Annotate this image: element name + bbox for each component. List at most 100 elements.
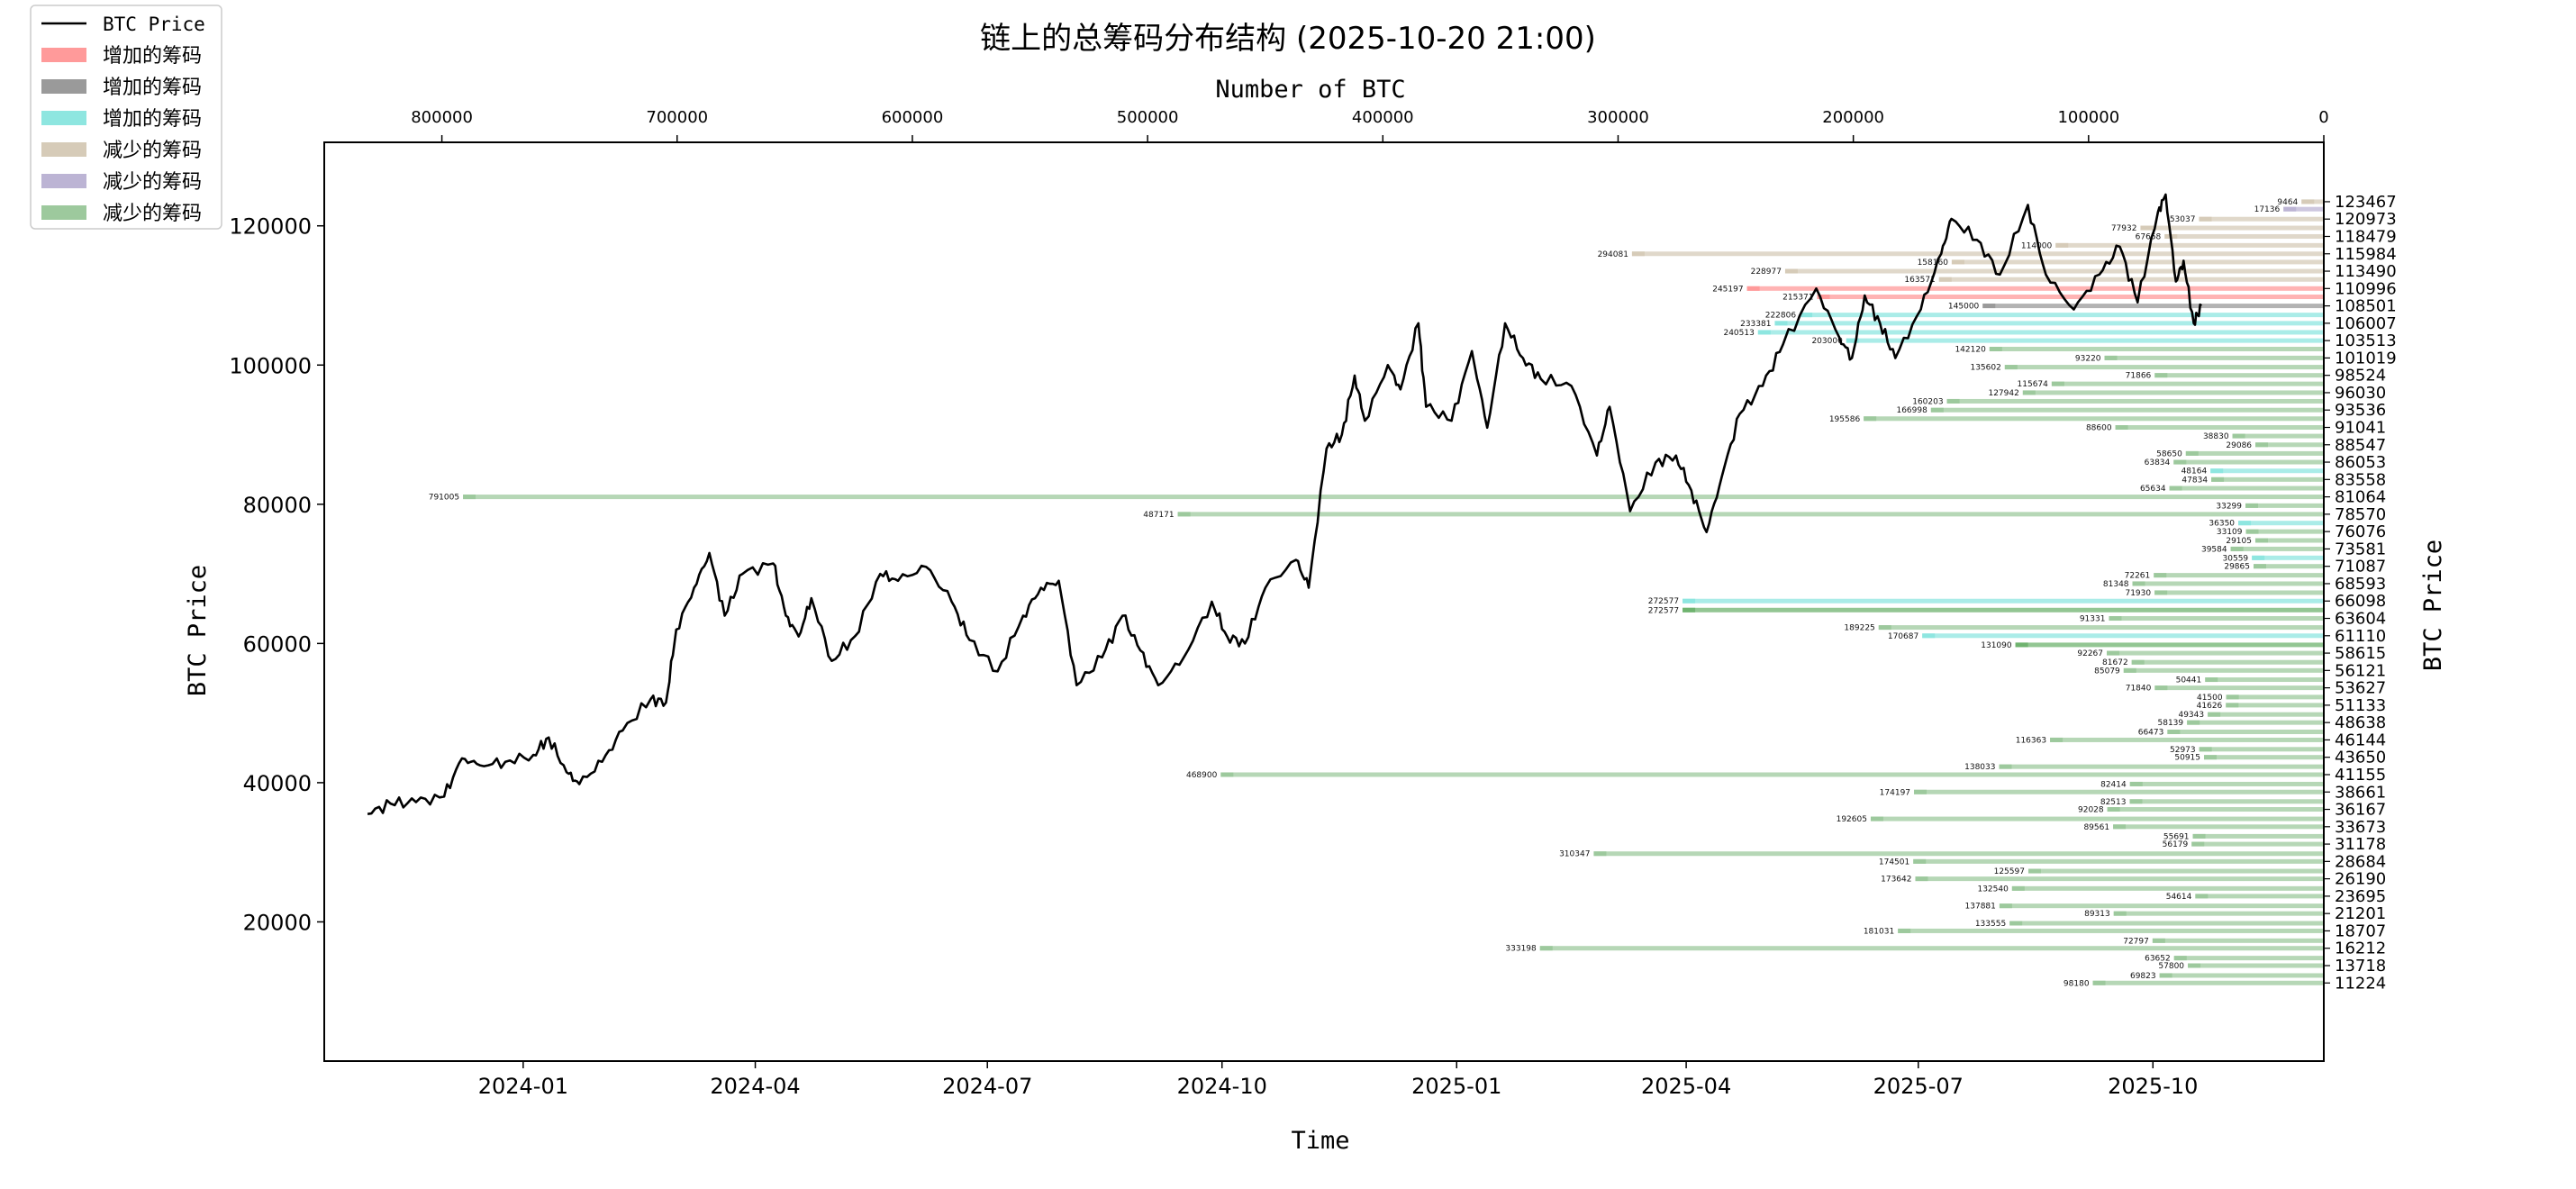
chip-bar-label: 82513 xyxy=(2100,798,2127,807)
right-tick-label: 51133 xyxy=(2335,696,2386,715)
chip-bar-label: 173642 xyxy=(1881,876,1911,885)
y-tick-label: 80000 xyxy=(243,493,312,518)
chip-bar-cap xyxy=(2154,373,2168,378)
chip-bar-label: 65634 xyxy=(2140,485,2166,494)
chip-bar-label: 72261 xyxy=(2125,572,2151,581)
right-tick-label: 123467 xyxy=(2335,193,2397,212)
chip-bar-cap xyxy=(2254,538,2268,543)
chip-bar xyxy=(2187,720,2324,725)
chip-bar-cap xyxy=(2113,824,2127,830)
chip-bar-cap xyxy=(463,495,476,500)
chip-bar-label: 48164 xyxy=(2181,467,2208,477)
right-tick-label: 81064 xyxy=(2335,488,2386,507)
y-tick-label: 60000 xyxy=(243,631,312,657)
chip-bar-label: 91331 xyxy=(2080,615,2106,624)
y-axis-label: BTC Price xyxy=(184,565,212,696)
chip-bar-label: 56179 xyxy=(2163,840,2189,849)
chip-bar-label: 55691 xyxy=(2163,832,2190,841)
chip-bar-cap xyxy=(1982,304,1996,309)
x-tick-label: 2025-01 xyxy=(1411,1074,1501,1099)
chip-bar xyxy=(2211,477,2324,482)
chip-bar-cap xyxy=(2211,477,2225,482)
chip-bar xyxy=(2232,433,2324,439)
legend-patch-swatch xyxy=(41,205,86,220)
chip-bar xyxy=(2154,590,2324,595)
y-tick-label: 20000 xyxy=(243,910,312,935)
chip-bar-cap xyxy=(2283,206,2297,212)
right-tick-label: 68593 xyxy=(2335,575,2386,594)
chip-bar xyxy=(2129,799,2324,804)
right-tick-label: 23695 xyxy=(2335,887,2386,906)
chip-bar-label: 142120 xyxy=(1955,346,1986,355)
chip-bar xyxy=(2283,206,2324,212)
chip-bar-label: 66473 xyxy=(2138,729,2164,738)
chip-bar xyxy=(2154,573,2324,578)
chip-bar-label: 53037 xyxy=(2170,215,2196,224)
top-axis-label: Number of BTC xyxy=(1215,76,1405,104)
chip-bar xyxy=(2140,225,2324,231)
chip-bar xyxy=(2123,667,2324,673)
chip-bar xyxy=(2245,529,2324,534)
legend-label: 减少的筹码 xyxy=(103,203,202,225)
chip-bar xyxy=(1951,259,2324,265)
chip-bar-cap xyxy=(1898,928,1911,933)
chip-bar-cap xyxy=(2199,216,2212,222)
chip-bar-cap xyxy=(2232,433,2245,439)
chip-bar-label: 272577 xyxy=(1648,597,1679,606)
chip-bar xyxy=(2115,425,2324,431)
chip-bar xyxy=(2154,685,2324,691)
chip-bar-cap xyxy=(2104,355,2118,360)
chip-bar xyxy=(2169,486,2324,491)
right-tick-label: 58615 xyxy=(2335,644,2386,663)
chip-bar xyxy=(463,495,2324,500)
chip-bar-label: 240513 xyxy=(1723,329,1754,338)
chip-bar-label: 71840 xyxy=(2126,685,2152,694)
right-tick-label: 11224 xyxy=(2335,974,2386,993)
top-tick-label: 300000 xyxy=(1587,108,1649,127)
chip-bar-label: 222806 xyxy=(1765,312,1797,321)
chip-bar xyxy=(1593,851,2324,857)
chip-bar-label: 71866 xyxy=(2126,372,2152,381)
chip-bar-label: 127942 xyxy=(1988,389,2018,398)
chip-bar xyxy=(2152,938,2324,943)
chip-bar xyxy=(1846,338,2324,343)
chip-bar-label: 89561 xyxy=(2083,823,2109,832)
right-tick-label: 88547 xyxy=(2335,436,2386,455)
chip-bar xyxy=(2252,555,2324,560)
chip-bar xyxy=(2254,538,2324,543)
chip-bar-label: 49343 xyxy=(2178,711,2204,720)
chip-bar xyxy=(1999,903,2324,909)
right-tick-label: 56121 xyxy=(2335,661,2386,680)
chip-bar xyxy=(2009,921,2324,926)
chip-bar-cap xyxy=(1774,321,1788,326)
y-tick-label: 100000 xyxy=(229,353,312,378)
right-tick-label: 28684 xyxy=(2335,852,2386,871)
axes: 2024-01 2024-04 2024-07 2024-10 2025-01 2025-… xyxy=(229,108,2396,1099)
chip-bar xyxy=(2131,659,2324,665)
legend-patch-swatch xyxy=(41,48,86,62)
chip-bar-cap xyxy=(1817,295,1830,300)
right-tick-label: 120973 xyxy=(2335,210,2397,229)
chip-bar xyxy=(2107,650,2324,656)
chip-bar-label: 39584 xyxy=(2201,545,2227,554)
chip-bar-cap xyxy=(2208,712,2221,717)
chip-bar-cap xyxy=(2169,486,2182,491)
chip-bar-cap xyxy=(2129,781,2143,786)
chip-bar xyxy=(2164,233,2324,239)
x-tick-label: 2025-10 xyxy=(2108,1074,2198,1099)
chip-bar-cap xyxy=(2092,980,2106,985)
right-tick-label: 21201 xyxy=(2335,904,2386,923)
chip-bar-cap xyxy=(2185,450,2199,456)
legend-patch-swatch xyxy=(41,111,86,125)
chip-bar xyxy=(2204,755,2324,760)
chip-bar-cap xyxy=(1784,268,1798,274)
right-tick-label: 76076 xyxy=(2335,522,2386,541)
chip-bar-cap xyxy=(1946,398,1960,404)
chip-bar xyxy=(1683,598,2324,604)
chip-bar-label: 487171 xyxy=(1143,511,1174,520)
chip-bar xyxy=(2185,450,2324,456)
right-tick-label: 91041 xyxy=(2335,419,2386,438)
chip-bar xyxy=(1177,512,2324,517)
chip-bar xyxy=(1539,946,2324,951)
